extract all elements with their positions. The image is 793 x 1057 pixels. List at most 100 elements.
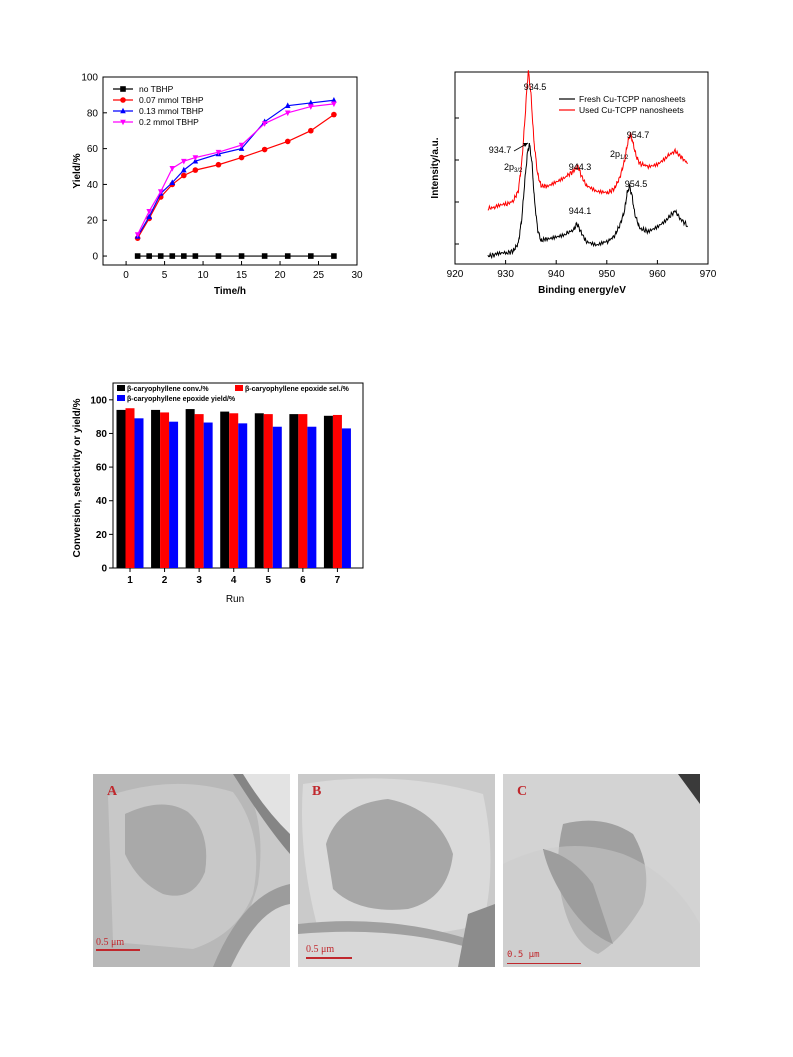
peak-label-944-1: 944.1 [569, 206, 592, 216]
y-tick-label: 40 [87, 180, 99, 191]
data-point [169, 166, 176, 172]
data-point [215, 149, 222, 156]
x-tick-label: 7 [335, 575, 341, 586]
bar [125, 408, 135, 568]
data-point [146, 208, 152, 215]
data-point [308, 253, 314, 259]
spectrum-line-0 [487, 142, 689, 260]
y-tick-label: 40 [96, 496, 108, 507]
y-tick-label: 0 [101, 564, 107, 575]
x-tick-label: 930 [497, 269, 514, 280]
bar [116, 409, 126, 568]
y-tick-label: 0 [92, 252, 98, 263]
y-tick-label: 80 [96, 429, 108, 440]
chart3-legend: β-caryophyllene conv./% β-caryophyllene e… [117, 385, 350, 403]
micrograph-panel-b: B 0.5 μm [298, 774, 495, 967]
orbital-label-2p32: 2p3/2 [504, 162, 523, 174]
data-point [261, 146, 268, 153]
y-tick-label: 100 [81, 73, 98, 84]
chart1-x-axis-label: Time/h [214, 286, 246, 297]
chart2-plot-frame [454, 71, 709, 265]
chart3-y-ticks: 0 20 40 60 80 100 [90, 395, 113, 575]
legend-label: 0.2 mmol TBHP [139, 117, 199, 127]
series-line-1 [137, 114, 335, 239]
legend-label: 0.07 mmol TBHP [139, 95, 204, 105]
data-point [331, 253, 337, 259]
x-tick-label: 940 [548, 269, 565, 280]
data-point [284, 102, 291, 108]
micrograph-c-image [503, 774, 700, 967]
chart2-y-axis-label: Intensity/a.u. [430, 137, 441, 198]
y-tick-label: 20 [87, 216, 99, 227]
bar [194, 414, 204, 568]
data-point [261, 121, 268, 127]
x-tick-label: 960 [649, 269, 666, 280]
bar [229, 413, 239, 568]
bar [323, 415, 333, 568]
y-tick-label: 80 [87, 108, 99, 119]
bar [254, 413, 264, 568]
x-tick-label: 970 [700, 269, 717, 280]
chart3-bars [116, 408, 351, 568]
chart3-x-ticks: 1 2 3 4 5 6 7 [127, 568, 341, 586]
x-tick-label: 1 [127, 575, 133, 586]
data-point [157, 253, 164, 259]
legend-label: no TBHP [139, 84, 174, 94]
chart1-series [134, 96, 337, 259]
legend-label: β-caryophyllene epoxide sel./% [245, 386, 350, 393]
peak-label-944-3: 944.3 [569, 162, 592, 172]
data-point [157, 189, 164, 195]
bar [272, 426, 282, 568]
y-tick-label: 100 [90, 395, 107, 406]
data-point [284, 253, 291, 259]
data-point [284, 110, 291, 117]
legend-label: β-caryophyllene epoxide yield/% [127, 396, 236, 403]
data-point [146, 253, 152, 259]
x-tick-label: 950 [598, 269, 615, 280]
legend-label: 0.13 mmol TBHP [139, 106, 204, 116]
bar [298, 414, 308, 568]
data-point [308, 99, 314, 106]
bar [263, 414, 273, 568]
micrograph-a-letter: A [107, 784, 118, 799]
data-point [331, 111, 337, 118]
micrograph-b-scale-bar [306, 957, 352, 959]
legend-marker [120, 86, 126, 92]
x-tick-label: 5 [162, 270, 168, 281]
x-tick-label: 10 [197, 270, 209, 281]
legend-marker [120, 107, 126, 114]
micrograph-b-scale-label: 0.5 μm [306, 944, 335, 955]
chart2-y-ticks [455, 117, 459, 245]
peak-arrow-head [523, 143, 528, 147]
peak-label-954-5: 954.5 [625, 179, 648, 189]
legend-swatch [117, 395, 125, 401]
x-tick-label: 5 [266, 575, 272, 586]
legend-label: Used Cu-TCPP nanosheets [579, 105, 684, 115]
micrograph-c-scale-label: 0.5 μm [507, 950, 540, 960]
x-tick-label: 0 [123, 270, 129, 281]
data-point [169, 179, 176, 185]
micrograph-panel-c: C 0.5 μm [503, 774, 700, 967]
bar [203, 422, 213, 568]
bar [341, 428, 351, 568]
legend-label: β-caryophyllene conv./% [127, 386, 209, 393]
data-point [308, 104, 314, 110]
data-point [261, 253, 268, 259]
x-tick-label: 20 [274, 270, 286, 281]
spectrum-line-1 [487, 70, 688, 211]
bar [160, 412, 170, 568]
micrograph-a-scale-label: 0.5 μm [96, 937, 125, 948]
chart1-y-axis-label: Yield/% [72, 153, 83, 188]
y-tick-label: 60 [87, 144, 99, 155]
micrograph-a-scale-bar [96, 949, 140, 951]
chart1-y-ticks: 0 20 40 60 80 100 [81, 73, 107, 263]
micrograph-c-letter: C [517, 784, 528, 799]
x-tick-label: 4 [231, 575, 237, 586]
chart-recycling-runs: 0 20 40 60 80 100 1 2 3 4 5 6 7 β-caryophyllene con… [72, 382, 364, 605]
data-point [181, 253, 187, 259]
data-point [181, 172, 187, 179]
legend-swatch [117, 385, 125, 391]
